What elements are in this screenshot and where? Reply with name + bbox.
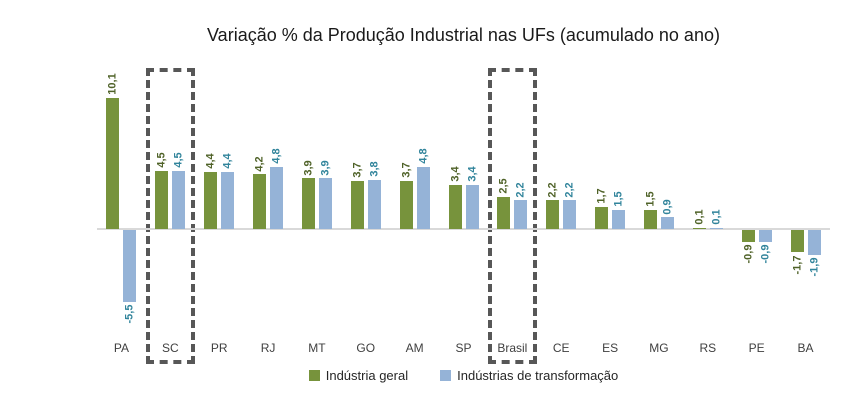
- value-label-rs-1: 0,1: [710, 209, 723, 225]
- bar-mt-transformacao: [318, 178, 332, 229]
- value-label-pa-0: 10,1: [107, 73, 120, 95]
- bar-sc-transformacao: [172, 170, 186, 229]
- value-label-sp-0: 3,4: [449, 166, 462, 182]
- legend-label-industrias-de-transformacao: Indústrias de transformação: [457, 368, 619, 383]
- category-label-rs: RS: [699, 341, 717, 355]
- bar-pr-transformacao: [221, 171, 235, 229]
- category-label-pe: PE: [748, 341, 765, 355]
- legend-label-industria-geral: Indústria geral: [325, 368, 409, 383]
- bar-pe-industria-geral: [741, 230, 755, 242]
- value-label-ce-1: 2,2: [563, 182, 576, 198]
- bar-go-transformacao: [367, 179, 381, 229]
- chart-title: Variação % da Produção Industrial nas UF…: [207, 25, 720, 45]
- value-label-rs-0: 0,1: [693, 209, 706, 225]
- value-label-rj-1: 4,8: [270, 148, 283, 164]
- value-label-ba-1: -1,9: [808, 257, 821, 277]
- bar-sp-industria-geral: [448, 184, 462, 229]
- zero-axis-line: [97, 228, 830, 230]
- category-label-pa: PA: [113, 341, 129, 355]
- category-label-es: ES: [602, 341, 619, 355]
- bar-ce-industria-geral: [546, 200, 560, 229]
- category-label-mt: MT: [308, 341, 326, 355]
- legend-item-industria-geral: Indústria geral: [308, 368, 409, 383]
- bar-mg-industria-geral: [643, 209, 657, 229]
- bar-rs-transformacao: [709, 227, 723, 229]
- category-label-am: AM: [405, 341, 424, 355]
- value-label-mt-1: 3,9: [319, 160, 332, 176]
- bar-pa-industria-geral: [106, 97, 120, 229]
- category-label-rj: RJ: [260, 341, 276, 355]
- category-label-go: GO: [356, 341, 376, 355]
- value-label-pe-1: -0,9: [759, 244, 772, 264]
- value-label-mg-0: 1,5: [644, 191, 657, 207]
- value-label-es-0: 1,7: [595, 188, 608, 205]
- bar-brasil-industria-geral: [497, 196, 511, 229]
- bar-pr-industria-geral: [204, 171, 218, 229]
- bar-pa-transformacao: [123, 230, 137, 302]
- category-label-ba: BA: [797, 341, 814, 355]
- value-label-sp-1: 3,4: [466, 166, 479, 182]
- bar-ba-transformacao: [807, 230, 821, 255]
- value-label-mg-1: 0,9: [661, 199, 674, 215]
- legend-swatch-industrias-de-transformacao: [440, 370, 452, 381]
- bar-sp-transformacao: [465, 184, 479, 229]
- value-label-sc-0: 4,5: [155, 152, 168, 168]
- value-label-sc-1: 4,5: [172, 152, 185, 168]
- bar-rj-transformacao: [270, 166, 284, 229]
- value-label-pr-0: 4,4: [204, 153, 217, 169]
- value-label-ce-0: 2,2: [546, 182, 559, 198]
- category-label-ce: CE: [552, 341, 570, 355]
- legend-item-industrias-de-transformacao: Indústrias de transformação: [440, 368, 618, 383]
- value-label-am-0: 3,7: [400, 162, 413, 179]
- value-label-es-1: 1,5: [612, 191, 625, 207]
- bar-mt-industria-geral: [301, 178, 315, 229]
- value-label-go-0: 3,7: [351, 162, 364, 179]
- bar-es-transformacao: [612, 209, 626, 229]
- category-label-brasil: Brasil: [497, 341, 528, 355]
- bar-mg-transformacao: [660, 217, 674, 229]
- bar-am-transformacao: [416, 166, 430, 229]
- bar-pe-transformacao: [758, 230, 772, 242]
- highlight-box-sc: [145, 68, 195, 364]
- bar-rs-industria-geral: [692, 227, 706, 229]
- highlight-box-brasil: [487, 68, 537, 364]
- value-label-mt-0: 3,9: [302, 160, 315, 176]
- chart-legend: Indústria geral Indústrias de transforma…: [97, 368, 830, 383]
- bar-ce-transformacao: [563, 200, 577, 229]
- bar-sc-industria-geral: [155, 170, 169, 229]
- value-label-pa-1: -5,5: [123, 304, 136, 324]
- category-label-mg: MG: [649, 341, 669, 355]
- value-label-rj-0: 4,2: [253, 156, 266, 172]
- bar-ba-industria-geral: [790, 230, 804, 253]
- category-label-sp: SP: [455, 341, 472, 355]
- bar-go-industria-geral: [350, 180, 364, 229]
- value-label-ba-0: -1,7: [791, 255, 804, 275]
- bar-es-industria-geral: [595, 206, 609, 229]
- value-label-am-1: 4,8: [417, 148, 430, 164]
- value-label-go-1: 3,8: [368, 161, 381, 177]
- value-label-brasil-0: 2,5: [498, 178, 511, 194]
- category-label-pr: PR: [210, 341, 228, 355]
- category-label-sc: SC: [161, 341, 179, 355]
- value-label-pr-1: 4,4: [221, 153, 234, 169]
- legend-swatch-industria-geral: [308, 370, 320, 381]
- value-label-brasil-1: 2,2: [515, 182, 528, 198]
- value-label-pe-0: -0,9: [742, 244, 755, 264]
- bar-am-industria-geral: [399, 180, 413, 229]
- bar-brasil-transformacao: [514, 200, 528, 229]
- bar-rj-industria-geral: [253, 174, 267, 229]
